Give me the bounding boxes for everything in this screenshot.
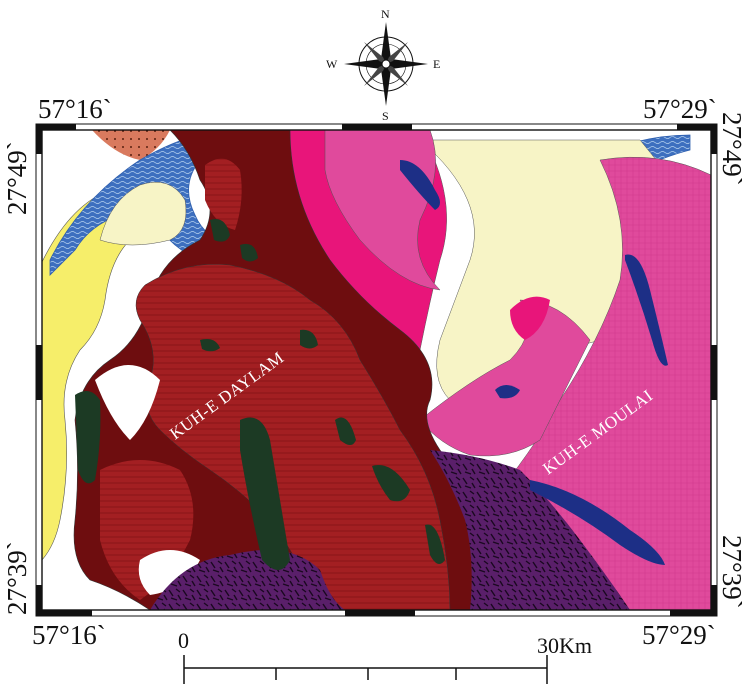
scale-bar xyxy=(183,655,548,684)
compass-e: E xyxy=(433,57,440,71)
frame-tick xyxy=(670,610,717,616)
compass-s: S xyxy=(382,109,389,123)
lon-top-right: 57°29` xyxy=(643,94,717,124)
navy-dike-3 xyxy=(495,385,520,399)
purple-unit-sw xyxy=(150,550,345,610)
scale-end-label: 30Km xyxy=(537,633,592,658)
compass-n: N xyxy=(381,7,390,21)
cream-unit-west xyxy=(99,181,187,246)
lon-bottom-right: 57°29` xyxy=(642,620,716,650)
frame-tick xyxy=(711,124,717,154)
lat-right-bottom: 27°39` xyxy=(717,535,747,609)
green-intrusion-1 xyxy=(75,391,101,484)
navy-dike-2 xyxy=(625,254,668,366)
frame-tick xyxy=(36,585,42,616)
green-intrusion-4 xyxy=(240,243,258,262)
green-intrusion-5 xyxy=(300,329,318,349)
frame-tick xyxy=(677,124,717,130)
lon-top-left: 57°16` xyxy=(38,94,112,124)
navy-dike-4 xyxy=(530,480,665,565)
green-intrusion-9 xyxy=(200,339,220,352)
lat-right-top: 27°49` xyxy=(717,112,747,186)
frame-tick xyxy=(36,124,42,154)
frame-tick xyxy=(345,610,415,616)
lon-bottom-left: 57°16` xyxy=(32,620,106,650)
navy-dike-1 xyxy=(400,160,440,210)
frame-tick xyxy=(36,345,42,400)
white-gap-south xyxy=(138,550,200,595)
purple-unit-se xyxy=(430,450,630,610)
frame-tick xyxy=(342,124,412,130)
green-intrusion-3 xyxy=(210,219,230,242)
magenta-unit-central xyxy=(419,299,591,457)
white-gap xyxy=(95,365,160,440)
green-intrusion-2 xyxy=(240,417,290,570)
frame-tick xyxy=(36,610,92,616)
scale-start-label: 0 xyxy=(178,628,189,653)
frame-tick xyxy=(711,585,717,616)
frame-tick xyxy=(36,124,76,130)
red-textured-north xyxy=(205,158,242,230)
lat-left-bottom: 27°39` xyxy=(2,541,32,615)
frame-tick xyxy=(711,345,717,400)
green-intrusion-6 xyxy=(335,417,356,445)
pink-lens xyxy=(510,296,550,340)
compass-rose: N S W E xyxy=(326,7,440,123)
green-intrusion-7 xyxy=(372,465,410,502)
salmon-unit xyxy=(92,130,170,160)
lat-left-top: 27°49` xyxy=(2,141,32,215)
green-intrusion-8 xyxy=(425,524,445,564)
compass-w: W xyxy=(326,57,338,71)
